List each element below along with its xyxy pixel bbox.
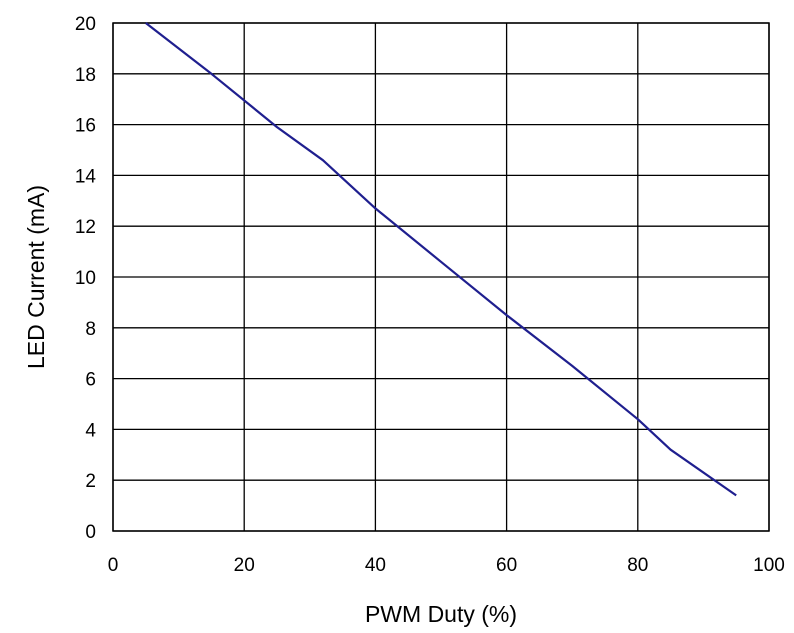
x-tick-label: 100 (753, 555, 785, 576)
y-tick-label: 12 (75, 217, 96, 238)
x-axis-ticks: 0 20 40 60 80 100 (108, 555, 785, 576)
y-axis-title: LED Current (mA) (23, 185, 49, 369)
x-tick-label: 40 (365, 555, 386, 576)
x-tick-label: 0 (108, 555, 119, 576)
y-tick-label: 8 (85, 319, 96, 340)
plot-area (112, 22, 770, 532)
y-tick-label: 0 (85, 522, 96, 543)
y-tick-label: 14 (75, 166, 97, 187)
x-tick-label: 20 (234, 555, 255, 576)
x-axis-title: PWM Duty (%) (365, 601, 517, 627)
x-tick-label: 60 (496, 555, 517, 576)
y-tick-label: 6 (85, 370, 96, 391)
y-tick-label: 16 (75, 116, 96, 137)
grid (112, 22, 770, 532)
y-tick-label: 10 (75, 268, 96, 289)
x-tick-label: 80 (627, 555, 648, 576)
y-axis-ticks: 0 2 4 6 8 10 12 14 16 18 20 (75, 14, 97, 543)
y-tick-label: 18 (75, 65, 96, 86)
y-tick-label: 2 (85, 471, 96, 492)
series-layer (145, 22, 737, 497)
y-tick-label: 20 (75, 14, 96, 35)
series-line (145, 22, 737, 497)
y-tick-label: 4 (85, 420, 96, 441)
